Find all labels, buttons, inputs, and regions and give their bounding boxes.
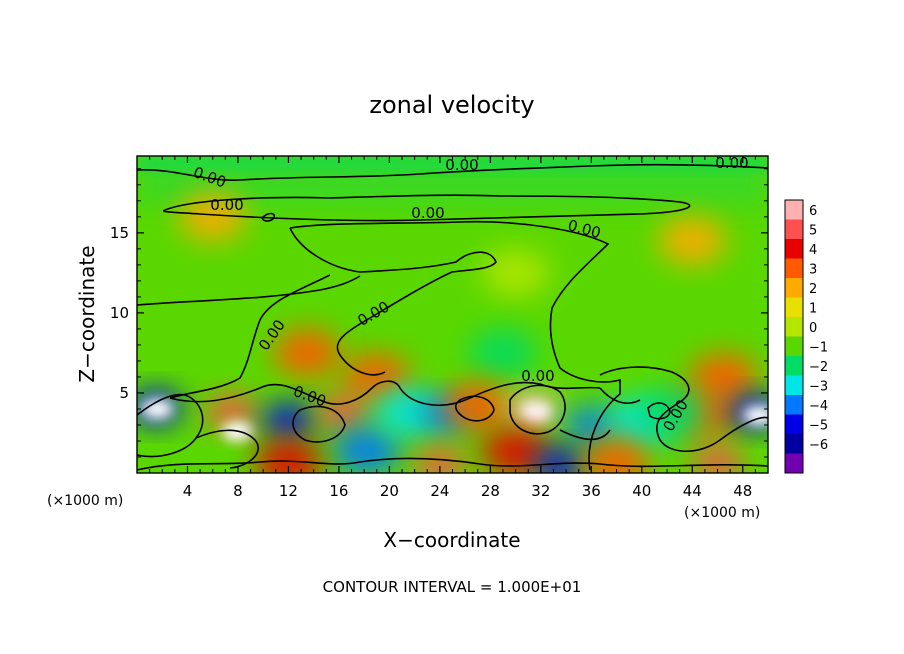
contour-label: 0.00 — [411, 204, 444, 222]
x-tick-label: 16 — [329, 482, 348, 500]
colorbar-swatch — [785, 434, 803, 454]
contour-interval-note: CONTOUR INTERVAL = 1.000E+01 — [323, 578, 582, 596]
velocity-cell — [141, 398, 174, 419]
x-tick-label: 12 — [279, 482, 298, 500]
contour-line — [289, 227, 497, 376]
x-tick-label: 28 — [481, 482, 500, 500]
velocity-cell — [254, 439, 323, 473]
contour-line — [137, 393, 204, 458]
contour-line — [195, 429, 259, 469]
velocity-cell — [178, 192, 247, 241]
velocity-cell — [481, 428, 550, 473]
x-tick-label: 8 — [233, 482, 243, 500]
colorbar-label: 6 — [809, 204, 817, 219]
colorbar-swatch — [785, 200, 803, 220]
contour-label: 0.00 — [210, 196, 243, 214]
colorbar-swatch — [785, 219, 803, 240]
velocity-cell — [443, 381, 512, 430]
y-tick-label: 15 — [110, 224, 129, 242]
x-tick-label: 36 — [582, 482, 601, 500]
velocity-cell — [332, 426, 401, 473]
colorbar-label: 1 — [809, 301, 817, 316]
y-tick-label: 10 — [110, 304, 129, 322]
x-tick-label: 48 — [733, 482, 752, 500]
colorbar-frame — [784, 199, 804, 474]
colorbar-swatch — [785, 317, 803, 337]
velocity-cell — [639, 388, 708, 437]
contour-label: 0.00 — [445, 156, 478, 174]
contour-line — [289, 220, 621, 471]
surface-green-band — [137, 156, 768, 170]
colorbar-swatch — [785, 375, 803, 396]
colorbar-swatch — [785, 453, 803, 474]
x-tick-label: 20 — [380, 482, 399, 500]
velocity-cell — [481, 248, 550, 297]
velocity-cell — [413, 447, 466, 473]
velocity-cell — [405, 304, 474, 353]
contour-line — [559, 429, 611, 441]
velocity-cell — [658, 216, 727, 265]
chart-title: zonal velocity — [369, 91, 534, 119]
colorbar-swatch — [785, 395, 803, 415]
contour-line — [169, 380, 601, 406]
colorbar-label: 5 — [809, 223, 817, 238]
contour-line — [599, 366, 768, 452]
velocity-cell — [262, 402, 315, 439]
colorbar-swatch — [785, 414, 803, 435]
x-tick-label: 40 — [632, 482, 651, 500]
colorbar-swatch — [785, 336, 803, 357]
field-features — [137, 192, 768, 473]
colorbar-label: −6 — [809, 438, 828, 453]
colorbar-label: −2 — [809, 360, 828, 375]
colorbar-label: −4 — [809, 399, 828, 414]
colorbar-label: −5 — [809, 418, 828, 433]
colorbar-label: 3 — [809, 262, 817, 277]
velocity-cell — [743, 405, 768, 426]
colorbar-swatch — [785, 239, 803, 259]
x-axis: 4 8 12 16 20 24 28 32 36 40 44 48 — [149, 156, 756, 500]
colorbar-label: 2 — [809, 282, 817, 297]
contour-line — [647, 402, 671, 420]
colorbar-label: −1 — [809, 340, 828, 355]
colorbar-label: 4 — [809, 243, 817, 258]
colorbar-label: 0 — [809, 321, 817, 336]
contour-label: 0.00 — [715, 154, 748, 172]
velocity-cell — [468, 328, 537, 377]
contours — [137, 163, 768, 471]
contour-line — [509, 384, 566, 435]
velocity-cell — [205, 394, 258, 431]
contour-label: 0.00 — [521, 367, 554, 385]
velocity-cell — [519, 402, 552, 423]
y-axis-label: Z−coordinate — [75, 245, 99, 382]
x-axis-label: X−coordinate — [383, 528, 520, 552]
x-tick-label: 32 — [531, 482, 550, 500]
contour-line — [454, 395, 495, 422]
y-tick-label: 5 — [119, 384, 129, 402]
x-tick-label: 44 — [683, 482, 702, 500]
velocity-cell — [565, 406, 618, 443]
contour-line — [163, 194, 691, 222]
colorbar-swatch — [785, 356, 803, 376]
velocity-cell — [533, 447, 586, 473]
y-axis: 5 10 15 — [110, 168, 768, 458]
colorbar-swatch — [785, 278, 803, 298]
velocity-cell — [273, 328, 342, 377]
x-unit-left: (×1000 m) — [47, 493, 123, 509]
contour-line — [292, 405, 346, 443]
x-unit-right: (×1000 m) — [684, 505, 760, 521]
colorbar-label: −3 — [809, 379, 828, 394]
colorbar: 6 5 4 3 2 1 0 −1 −2 −3 −4 −5 −6 — [784, 199, 828, 474]
x-tick-label: 4 — [183, 482, 193, 500]
velocity-cell — [691, 445, 744, 473]
plot-area: 0.000.000.00 0.000.000.000.000.000.000.00… — [137, 154, 768, 473]
colorbar-swatch — [785, 297, 803, 318]
contour-line — [137, 275, 361, 306]
colorbar-swatch — [785, 258, 803, 279]
velocity-cell — [342, 352, 411, 401]
contour-line — [137, 163, 768, 181]
x-tick-label: 24 — [430, 482, 449, 500]
contour-line — [599, 387, 641, 404]
contour-line — [261, 212, 276, 222]
